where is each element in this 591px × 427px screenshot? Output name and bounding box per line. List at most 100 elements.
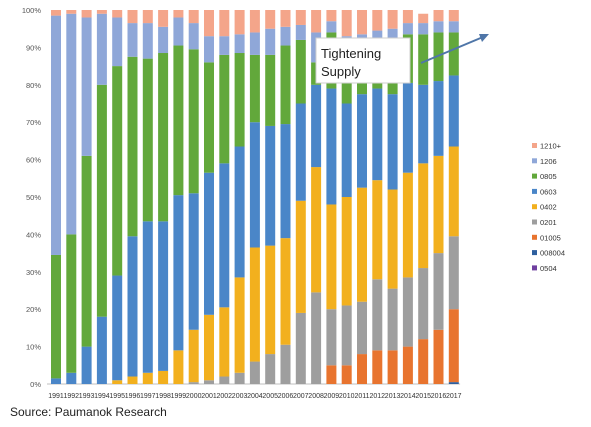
bar-segment [158, 53, 169, 222]
bar-segment [219, 376, 230, 384]
x-tick-label: 2006 [278, 393, 294, 400]
bar-segment [311, 292, 322, 384]
y-tick-label: 10% [26, 343, 41, 352]
bar-segment [204, 380, 214, 384]
x-tick-label: 2011 [354, 393, 369, 400]
bar-segment [326, 88, 337, 205]
bar-segment [158, 26, 169, 54]
bar-segment [387, 288, 398, 351]
bar-segment [387, 94, 398, 190]
bar-segment [81, 155, 92, 347]
bar-segment [51, 254, 61, 379]
bar-segment [81, 10, 92, 18]
x-tick-label: 2004 [247, 393, 263, 400]
bar-segment [387, 189, 398, 289]
bar-segment [142, 58, 153, 222]
bar-segment [448, 75, 459, 147]
bar-segment [158, 10, 169, 27]
x-axis: 1991 1992 1993 1994 1995 1996 1997 1998 1999 2000… [47, 383, 462, 400]
legend: 1210+ 1206 0805 0603 0402 0201 01005 008004 0504 [532, 142, 565, 273]
bar-segment [357, 10, 367, 35]
bar-segment [173, 10, 184, 18]
bar-segment [81, 17, 92, 156]
bar-segment [173, 17, 184, 46]
annotation-arrow-line [420, 36, 484, 64]
bar-segment [372, 10, 383, 31]
bar-segment [387, 28, 398, 42]
annotation-box [315, 37, 411, 84]
legend-swatch [532, 158, 537, 164]
annotation-line2: Supply [321, 64, 361, 79]
bar-segment [448, 382, 459, 384]
bar-segment [448, 32, 459, 76]
bar-segment [188, 382, 199, 384]
legend-label: 1206 [540, 157, 557, 166]
bar-segment [204, 62, 214, 173]
bar-segment [418, 163, 429, 269]
bar-segment [280, 124, 291, 239]
bar-segment [265, 28, 276, 55]
y-tick-label: 80% [26, 81, 41, 90]
x-tick-label: 2002 [217, 393, 233, 400]
bar-segment [357, 94, 367, 188]
bar-segment [418, 23, 429, 35]
bar-segment [219, 54, 230, 164]
bar-segment [295, 39, 306, 104]
x-tick-label: 1997 [140, 393, 156, 400]
bar-segment [418, 13, 429, 24]
x-tick-label: 1991 [48, 393, 64, 400]
legend-label: 01005 [540, 233, 561, 242]
bar-segment [66, 372, 77, 384]
bar-segment [433, 21, 444, 33]
bar-segment [81, 346, 92, 384]
bar-segment [418, 84, 429, 164]
x-tick-label: 2013 [385, 393, 401, 400]
y-tick-label: 40% [26, 230, 41, 239]
bar-segment [249, 10, 260, 33]
bar-segment [66, 13, 77, 235]
bar-segment [280, 45, 291, 125]
bar-segment [234, 277, 245, 373]
bar-segment [326, 365, 337, 384]
legend-swatch [532, 250, 537, 256]
stacked-bar-chart: 0%10%20%30%40%50%60%70%80%90%100% 1991 19… [22, 6, 565, 400]
bar-segment [142, 23, 153, 59]
bar-segment [280, 238, 291, 345]
x-tick-label: 1995 [109, 393, 125, 400]
bar-segment [265, 245, 276, 355]
bar-segment [142, 221, 153, 373]
y-axis: 0% 10% 20% 30% 40% 50% 60% 70% 80% 90% 100% [22, 6, 42, 389]
bar-segment [96, 316, 107, 384]
bar-segment [173, 195, 184, 351]
bar-segment [158, 370, 169, 384]
y-tick-label: 20% [26, 305, 41, 314]
bar-segment [249, 54, 260, 123]
bar-segment [280, 10, 291, 27]
bar-segment [295, 24, 306, 40]
bar-segment [357, 301, 367, 355]
bar-segment [326, 21, 337, 33]
x-tick-label: 1998 [155, 393, 171, 400]
bar-segment [234, 146, 245, 278]
bar-segment [234, 10, 245, 35]
y-tick-label: 50% [26, 193, 41, 202]
x-tick-label: 2007 [293, 393, 309, 400]
bar-segment [204, 10, 214, 37]
x-tick-label: 2000 [186, 393, 202, 400]
legend-swatch [532, 265, 537, 271]
bar-segment [448, 309, 459, 383]
bar-segment [142, 372, 153, 384]
bar-segment [66, 10, 77, 14]
bar-segment [127, 10, 138, 24]
bar-segment [219, 163, 230, 308]
bar-segment [219, 10, 230, 37]
y-tick-label: 100% [22, 6, 42, 15]
legend-label: 008004 [540, 249, 565, 258]
x-tick-label: 2016 [431, 393, 447, 400]
bar-segment [96, 13, 107, 85]
bar-segment [372, 30, 383, 42]
bar-segment [448, 10, 459, 22]
bar-segment [234, 34, 245, 54]
y-tick-label: 30% [26, 268, 41, 277]
bar-segment [112, 66, 123, 276]
